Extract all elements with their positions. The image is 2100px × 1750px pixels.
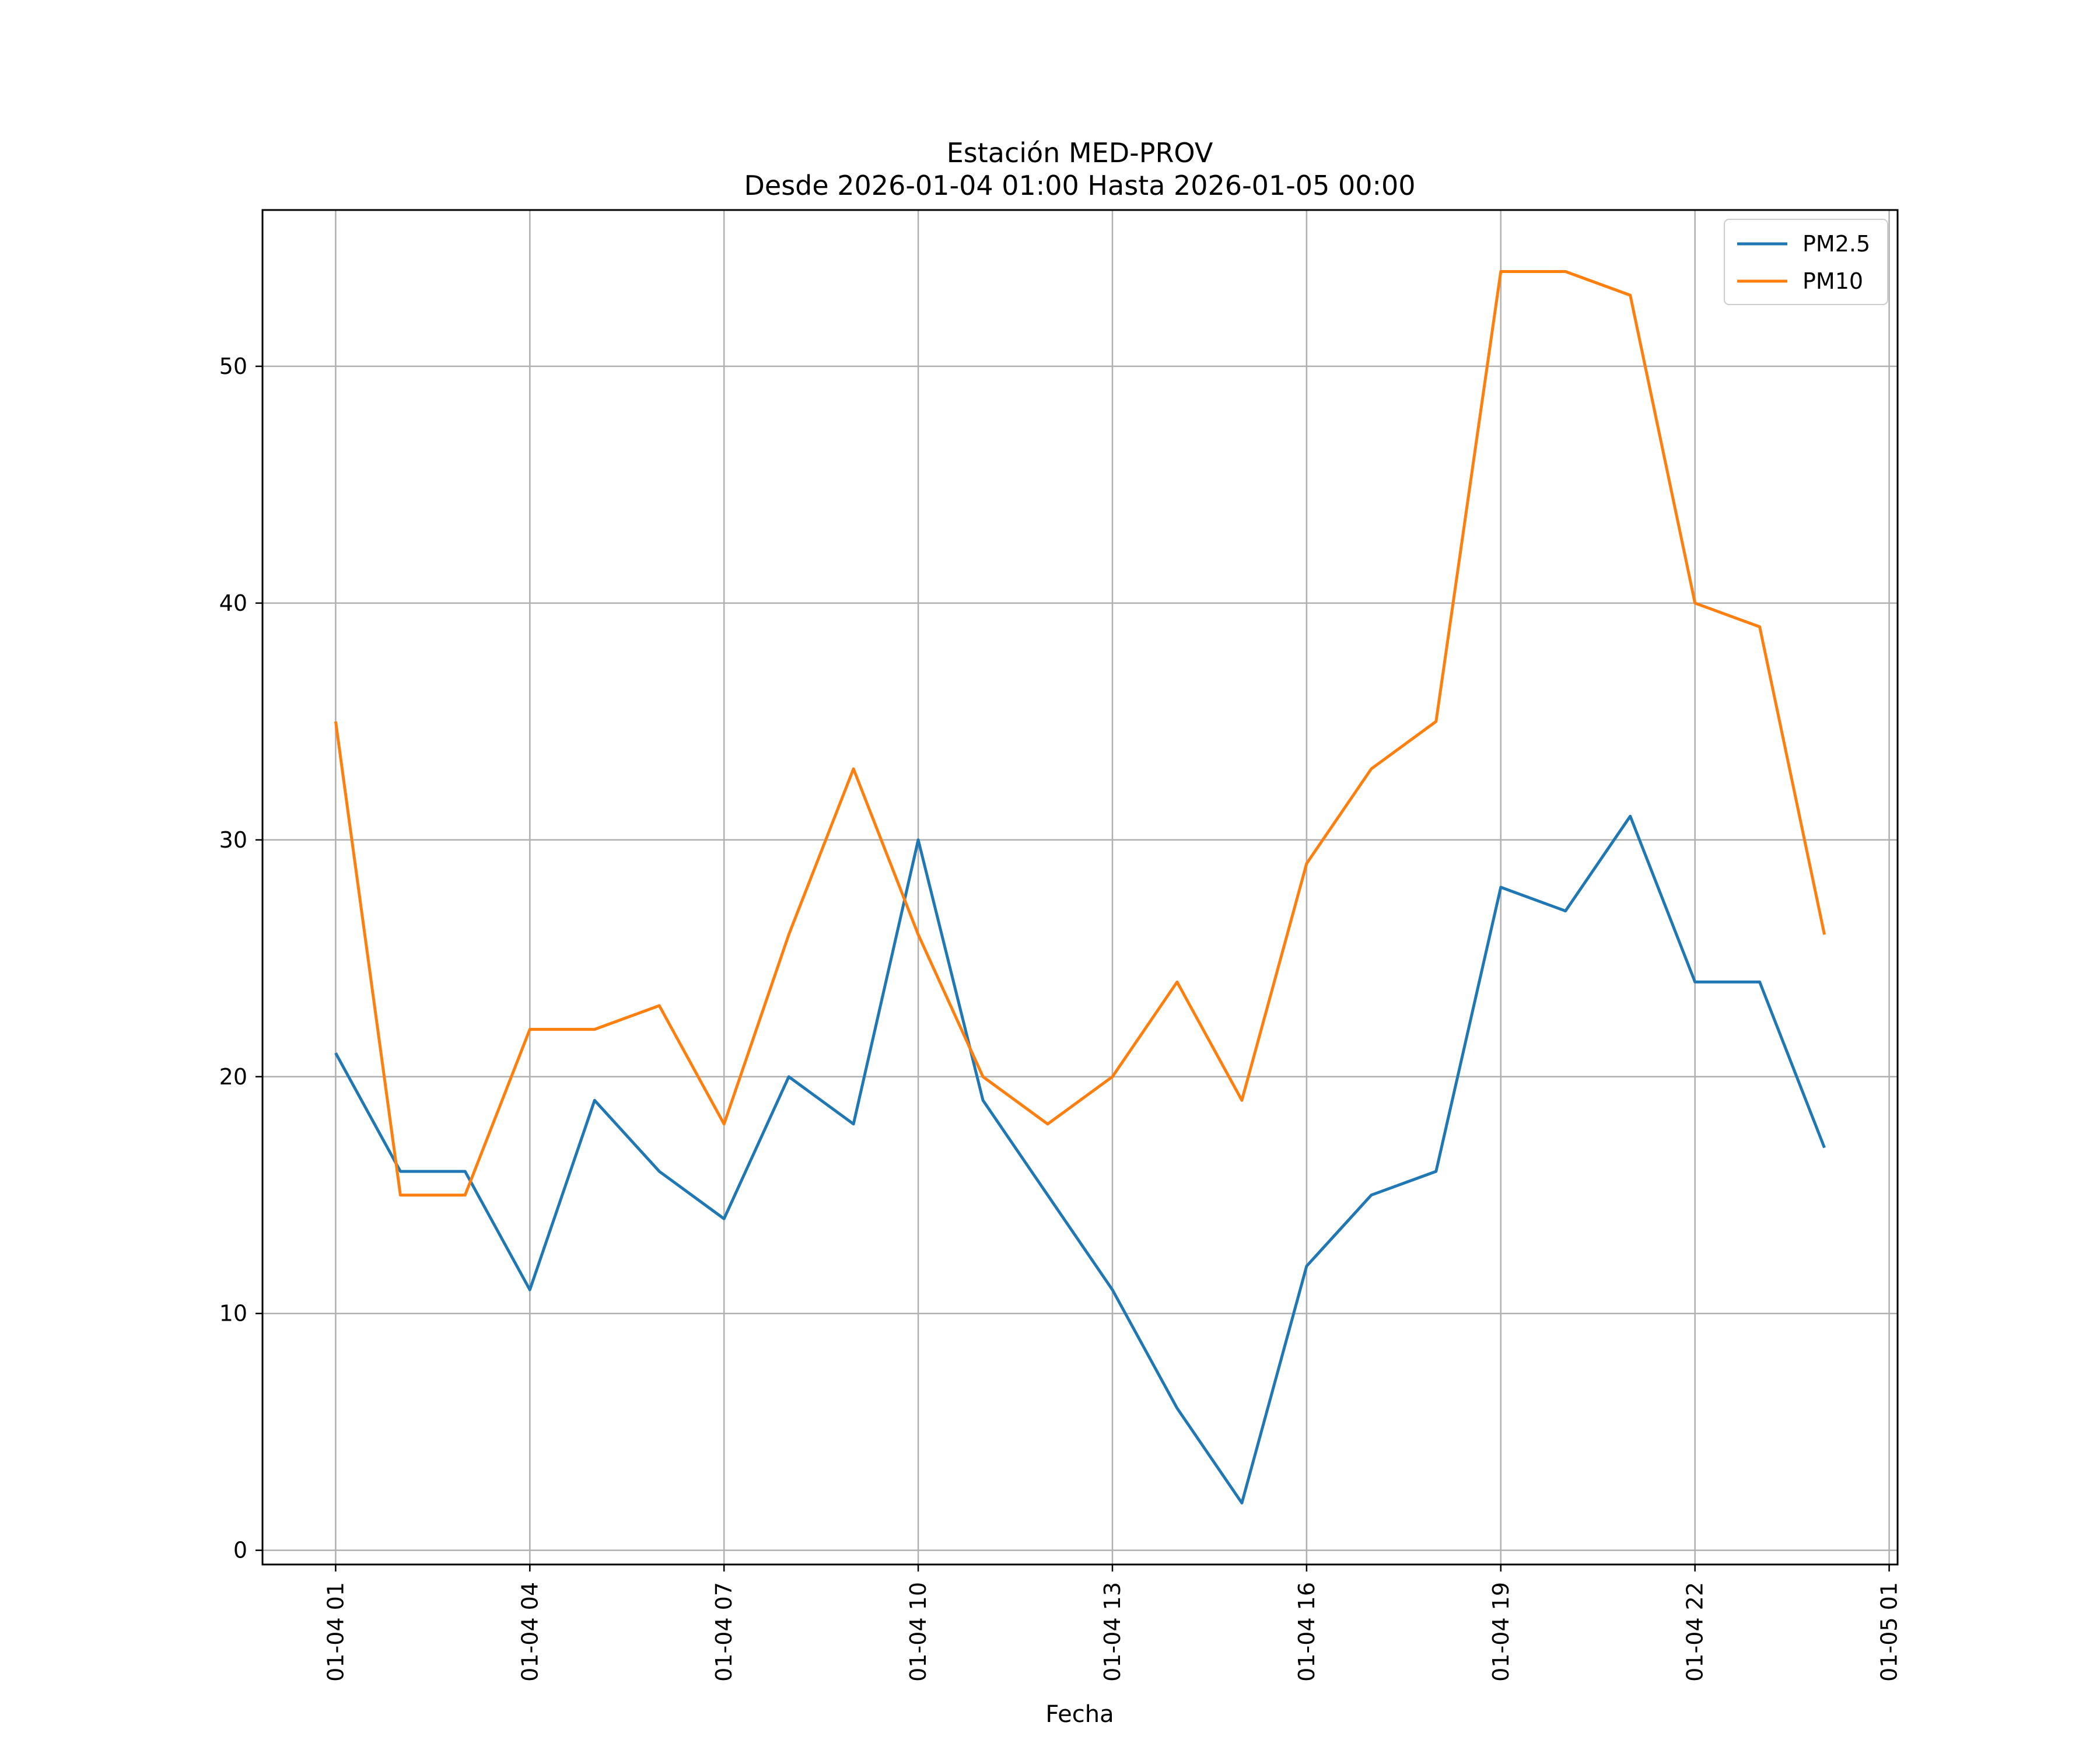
y-tick-label: 30 — [219, 827, 247, 853]
x-tick-label: 01-04 01 — [323, 1582, 348, 1682]
y-axis: 0 10 20 30 40 50 — [219, 354, 262, 1563]
x-tick-label: 01-04 13 — [1100, 1582, 1125, 1682]
y-tick-label: 50 — [219, 354, 247, 379]
chart-subtitle: Desde 2026-01-04 01:00 Hasta 2026-01-05 … — [744, 170, 1415, 201]
plot-frame — [261, 209, 1899, 1566]
x-tick-label: 01-04 10 — [905, 1582, 931, 1682]
series-line-pm10 — [334, 270, 1826, 1197]
x-tick-label: 01-04 07 — [711, 1582, 737, 1682]
y-tick-label: 0 — [233, 1538, 247, 1563]
x-tick-label: 01-04 22 — [1682, 1582, 1708, 1682]
x-tick-label: 01-04 19 — [1488, 1582, 1514, 1682]
legend-label: PM2.5 — [1803, 231, 1870, 257]
legend-box — [1724, 219, 1888, 305]
grid-lines — [262, 210, 1898, 1564]
y-tick-label: 20 — [219, 1064, 247, 1090]
x-tick-label: 01-05 01 — [1877, 1582, 1902, 1682]
x-tick-label: 01-04 16 — [1294, 1582, 1320, 1682]
series-lines — [334, 270, 1826, 1504]
x-axis-label: Fecha — [1045, 1701, 1114, 1728]
x-tick-label: 01-04 04 — [517, 1582, 542, 1682]
y-tick-label: 10 — [219, 1301, 247, 1326]
legend: PM2.5 PM10 — [1724, 219, 1888, 305]
legend-label: PM10 — [1803, 268, 1863, 294]
chart-title: Estación MED-PROV — [947, 137, 1213, 169]
x-axis: 01-04 01 01-04 04 01-04 07 01-04 10 01-04 13… — [323, 1564, 1902, 1682]
y-tick-label: 40 — [219, 590, 247, 616]
series-line-pm25 — [334, 814, 1826, 1504]
